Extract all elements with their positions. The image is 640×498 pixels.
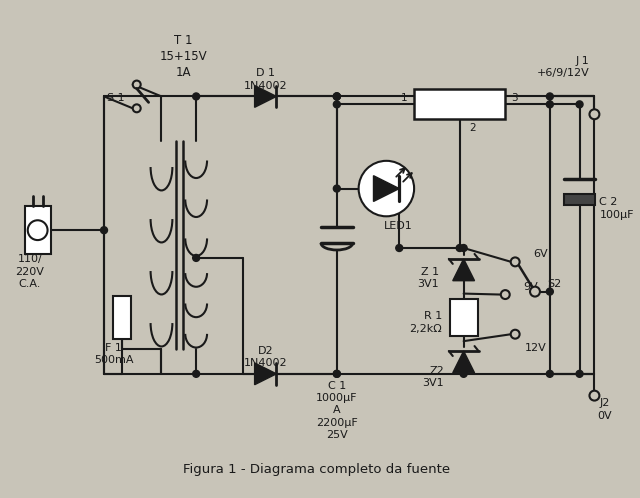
Circle shape (589, 390, 600, 400)
Circle shape (193, 254, 200, 261)
FancyBboxPatch shape (564, 194, 595, 205)
Circle shape (460, 371, 467, 377)
Polygon shape (452, 351, 474, 373)
Circle shape (530, 287, 540, 296)
Text: D2
1N4002: D2 1N4002 (244, 346, 287, 368)
Text: Z2
3V1: Z2 3V1 (422, 366, 444, 388)
Text: 12V: 12V (525, 343, 547, 353)
Text: 1: 1 (401, 94, 407, 104)
Polygon shape (374, 176, 399, 202)
Circle shape (547, 93, 554, 100)
FancyBboxPatch shape (113, 296, 131, 339)
Text: T 1
15+15V
1A: T 1 15+15V 1A (159, 34, 207, 79)
FancyBboxPatch shape (450, 298, 477, 336)
Circle shape (193, 371, 200, 377)
Text: 6V: 6V (533, 249, 548, 259)
Text: C 2
100μF: C 2 100μF (600, 197, 634, 220)
Circle shape (193, 93, 200, 100)
Text: S2: S2 (547, 279, 561, 289)
Polygon shape (452, 259, 474, 281)
Text: 110/
220V
C.A.: 110/ 220V C.A. (15, 254, 44, 289)
Text: LED1: LED1 (384, 221, 413, 231)
Circle shape (358, 161, 414, 216)
Text: CI-1
7806: CI-1 7806 (444, 90, 476, 119)
Circle shape (333, 93, 340, 100)
Text: C 1
1000μF
A
2200μF
25V: C 1 1000μF A 2200μF 25V (316, 380, 358, 440)
Circle shape (333, 371, 340, 377)
Circle shape (576, 101, 583, 108)
Text: 9V: 9V (523, 282, 538, 292)
Circle shape (511, 257, 520, 266)
Text: R 1
2,2kΩ: R 1 2,2kΩ (409, 311, 442, 334)
Circle shape (333, 185, 340, 192)
Circle shape (132, 81, 141, 89)
Circle shape (333, 371, 340, 377)
Text: S 1: S 1 (108, 94, 125, 104)
Circle shape (333, 101, 340, 108)
Text: F 1
500mA: F 1 500mA (94, 343, 134, 365)
Circle shape (460, 245, 467, 251)
Polygon shape (255, 86, 276, 108)
Circle shape (589, 109, 600, 119)
Circle shape (132, 105, 141, 112)
Polygon shape (255, 363, 276, 385)
Text: Figura 1 - Diagrama completo da fuente: Figura 1 - Diagrama completo da fuente (184, 464, 451, 477)
Circle shape (501, 290, 509, 299)
Circle shape (100, 227, 108, 234)
Circle shape (333, 93, 340, 100)
Text: 3: 3 (511, 94, 518, 104)
Circle shape (396, 245, 403, 251)
Text: D 1
1N4002: D 1 1N4002 (244, 68, 287, 91)
Circle shape (456, 245, 463, 251)
FancyBboxPatch shape (25, 206, 51, 254)
Circle shape (547, 288, 554, 295)
FancyBboxPatch shape (414, 90, 505, 119)
Circle shape (28, 220, 47, 240)
Circle shape (547, 101, 554, 108)
Text: Z 1
3V1: Z 1 3V1 (417, 266, 439, 289)
Circle shape (547, 371, 554, 377)
Text: J 1
+6/9/12V: J 1 +6/9/12V (537, 55, 589, 78)
Text: 2: 2 (470, 123, 476, 133)
Circle shape (576, 371, 583, 377)
Text: J2
0V: J2 0V (597, 398, 612, 421)
Circle shape (511, 330, 520, 339)
Circle shape (333, 93, 340, 100)
